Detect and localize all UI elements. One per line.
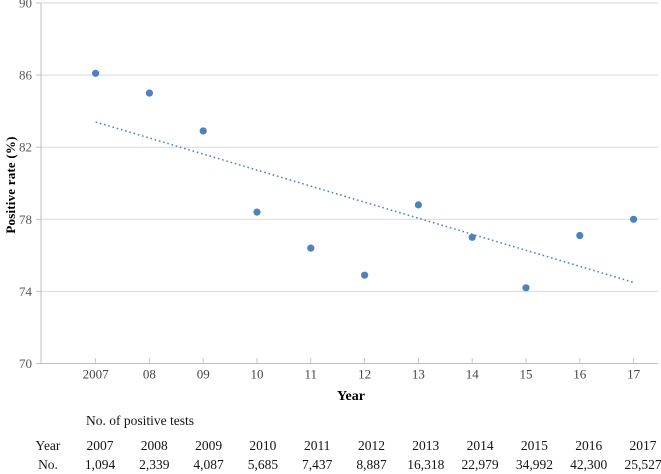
table-count-cell: 2,339 (139, 457, 170, 472)
table-year-cell: 2010 (249, 438, 277, 453)
table-year-cell: 2009 (195, 438, 223, 453)
x-tick-label: 11 (305, 367, 318, 382)
y-axis-title: Positive rate (%) (3, 136, 18, 234)
table-count-cell: 1,094 (84, 457, 116, 472)
x-tick-label: 12 (358, 367, 371, 382)
data-point (414, 201, 422, 209)
data-point (145, 89, 153, 97)
data-point (361, 271, 369, 279)
y-tick-label: 70 (19, 356, 32, 371)
x-tick-label: 13 (412, 367, 425, 382)
data-point (576, 231, 584, 240)
table-year-cell: 2007 (86, 438, 114, 453)
table-year-cell: 2015 (520, 438, 548, 453)
table-count-cell: 16,318 (407, 457, 445, 472)
scatter-chart: 70 74 78 82 86 90 2007 08 09 10 11 12 13 14 15 16 17 (19, 0, 658, 382)
x-tick-label: 15 (520, 367, 533, 382)
x-tick-label: 08 (143, 367, 156, 382)
table-count-cell: 5,685 (247, 457, 279, 472)
table-count-cell: 42,300 (570, 457, 608, 472)
data-point (92, 69, 100, 77)
table-year-cell: 2008 (140, 438, 168, 453)
table-count-cell: 8,887 (356, 457, 387, 472)
x-tick-label: 10 (251, 367, 264, 382)
table-year-cell: 2017 (629, 438, 657, 453)
x-axis-title: Year (337, 389, 365, 404)
table-count-cell: 4,087 (193, 457, 224, 472)
table-year-cell: 2013 (412, 438, 440, 453)
data-point (253, 208, 261, 216)
y-tick-label: 78 (19, 212, 32, 227)
x-tick-label: 16 (573, 367, 587, 382)
x-tick-label: 2007 (83, 367, 110, 382)
table-count-cell: 22,979 (461, 457, 499, 472)
data-point (307, 244, 315, 252)
table-count-cell: 25,527 (624, 457, 661, 472)
table-year-cell: 2012 (358, 438, 385, 453)
y-tick-label: 74 (19, 284, 33, 299)
table-year-row-label: Year (35, 438, 61, 453)
table-count-row: No. 1,094 2,339 4,087 5,685 7,437 8,887 16,318… (0, 457, 661, 474)
y-tick-label: 90 (19, 0, 32, 11)
table-year-cell: 2011 (303, 438, 331, 453)
table-count-cell: 7,437 (302, 457, 333, 472)
data-point (522, 284, 530, 292)
x-tick-label: 17 (627, 367, 641, 382)
trend-line (95, 121, 634, 284)
data-point (199, 127, 207, 135)
y-tick-label: 86 (19, 68, 33, 83)
data-point (468, 233, 476, 241)
table-count-row-label: No. (38, 457, 58, 472)
table-year-cell: 2014 (466, 438, 494, 453)
y-tick-label: 82 (19, 140, 32, 155)
x-tick-label: 09 (197, 367, 210, 382)
table-count-cell: 34,992 (515, 457, 553, 472)
x-tick-label: 14 (466, 367, 480, 382)
table-year-cell: 2016 (575, 438, 603, 453)
table-year-row: Year 2007 2008 2009 2010 2011 2012 2013 2014 201… (0, 438, 661, 455)
table-title: No. of positive tests (86, 413, 194, 428)
data-point (630, 215, 638, 223)
